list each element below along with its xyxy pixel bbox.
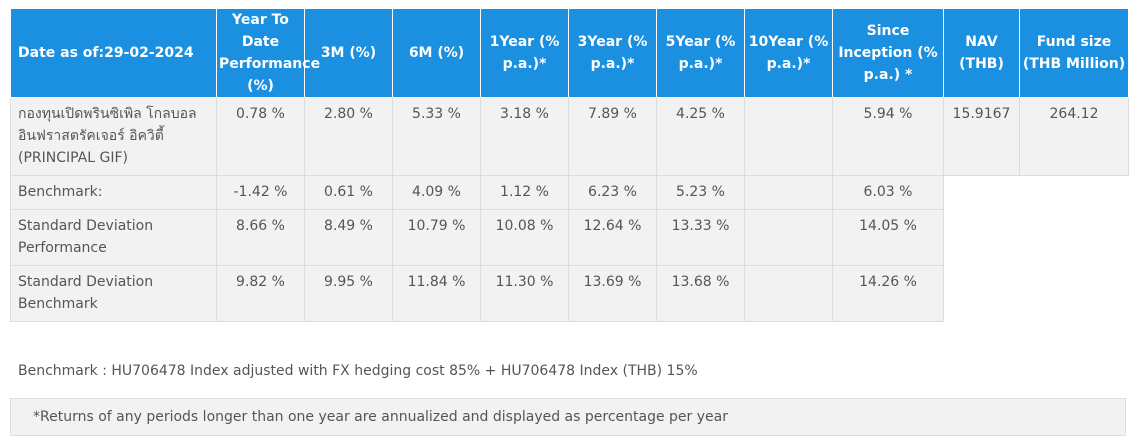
benchmark-footnote: Benchmark : HU706478 Index adjusted with…	[18, 363, 698, 379]
table-cell: 6.23 %	[568, 175, 657, 210]
table-cell	[744, 97, 833, 176]
performance-table: Date as of:29-02-2024 Year To Date Perfo…	[10, 8, 1129, 322]
table-cell: 5.33 %	[392, 97, 481, 176]
table-cell: -1.42 %	[216, 175, 305, 210]
table-cell: 10.08 %	[480, 209, 569, 266]
table-cell: 0.78 %	[216, 97, 305, 176]
table-cell	[744, 265, 833, 322]
table-cell: 10.79 %	[392, 209, 481, 266]
table-cell: 14.05 %	[832, 209, 944, 266]
table-row: Standard Deviation Benchmark 9.82 % 9.95…	[10, 265, 1129, 322]
row-label: กองทุนเปิดพรินซิเพิล โกลบอล อินฟราสตรัคเ…	[10, 97, 217, 176]
table-cell: 0.61 %	[304, 175, 393, 210]
table-cell: 11.30 %	[480, 265, 569, 322]
row-label: Standard Deviation Benchmark	[10, 265, 217, 322]
row-label: Standard Deviation Performance	[10, 209, 217, 266]
table-cell: 2.80 %	[304, 97, 393, 176]
header-row: Date as of:29-02-2024 Year To Date Perfo…	[10, 8, 1129, 98]
table-cell: 1.12 %	[480, 175, 569, 210]
header-6m: 6M (%)	[392, 8, 481, 98]
header-3year: 3Year (% p.a.)*	[568, 8, 657, 98]
table-cell: 6.03 %	[832, 175, 944, 210]
table-cell: 4.25 %	[656, 97, 745, 176]
table-cell: 12.64 %	[568, 209, 657, 266]
table-cell: 264.12	[1019, 97, 1129, 176]
table-cell: 15.9167	[943, 97, 1020, 176]
header-1year: 1Year (% p.a.)*	[480, 8, 569, 98]
empty-cell	[1019, 175, 1129, 210]
table-cell: 13.33 %	[656, 209, 745, 266]
table-cell: 4.09 %	[392, 175, 481, 210]
table-cell: 13.68 %	[656, 265, 745, 322]
empty-cell	[943, 175, 1020, 210]
table-cell: 11.84 %	[392, 265, 481, 322]
header-ytd: Year To Date Performance (%)	[216, 8, 320, 98]
table-cell: 13.69 %	[568, 265, 657, 322]
annualized-returns-note: *Returns of any periods longer than one …	[10, 398, 1126, 436]
header-date: Date as of:29-02-2024	[10, 8, 217, 98]
header-nav: NAV (THB)	[943, 8, 1020, 98]
table-row: กองทุนเปิดพรินซิเพิล โกลบอล อินฟราสตรัคเ…	[10, 97, 1129, 176]
table-cell	[744, 209, 833, 266]
header-3m: 3M (%)	[304, 8, 393, 98]
header-5year: 5Year (% p.a.)*	[656, 8, 745, 98]
table-cell: 3.18 %	[480, 97, 569, 176]
table-cell: 5.94 %	[832, 97, 944, 176]
table-cell: 7.89 %	[568, 97, 657, 176]
table-row: Standard Deviation Performance 8.66 % 8.…	[10, 209, 1129, 266]
table-cell: 8.49 %	[304, 209, 393, 266]
header-fund-size: Fund size (THB Million)	[1019, 8, 1129, 98]
table-cell	[744, 175, 833, 210]
table-cell: 8.66 %	[216, 209, 305, 266]
header-10year: 10Year (% p.a.)*	[744, 8, 833, 98]
table-cell: 14.26 %	[832, 265, 944, 322]
table-cell: 9.82 %	[216, 265, 305, 322]
header-since-inception: Since Inception (% p.a.) *	[832, 8, 944, 98]
empty-cell	[943, 265, 1020, 322]
table-row: Benchmark: -1.42 % 0.61 % 4.09 % 1.12 % …	[10, 175, 1129, 210]
empty-cell	[1019, 265, 1129, 322]
row-label: Benchmark:	[10, 175, 217, 210]
empty-cell	[943, 209, 1020, 266]
table-cell: 9.95 %	[304, 265, 393, 322]
empty-cell	[1019, 209, 1129, 266]
table-cell: 5.23 %	[656, 175, 745, 210]
